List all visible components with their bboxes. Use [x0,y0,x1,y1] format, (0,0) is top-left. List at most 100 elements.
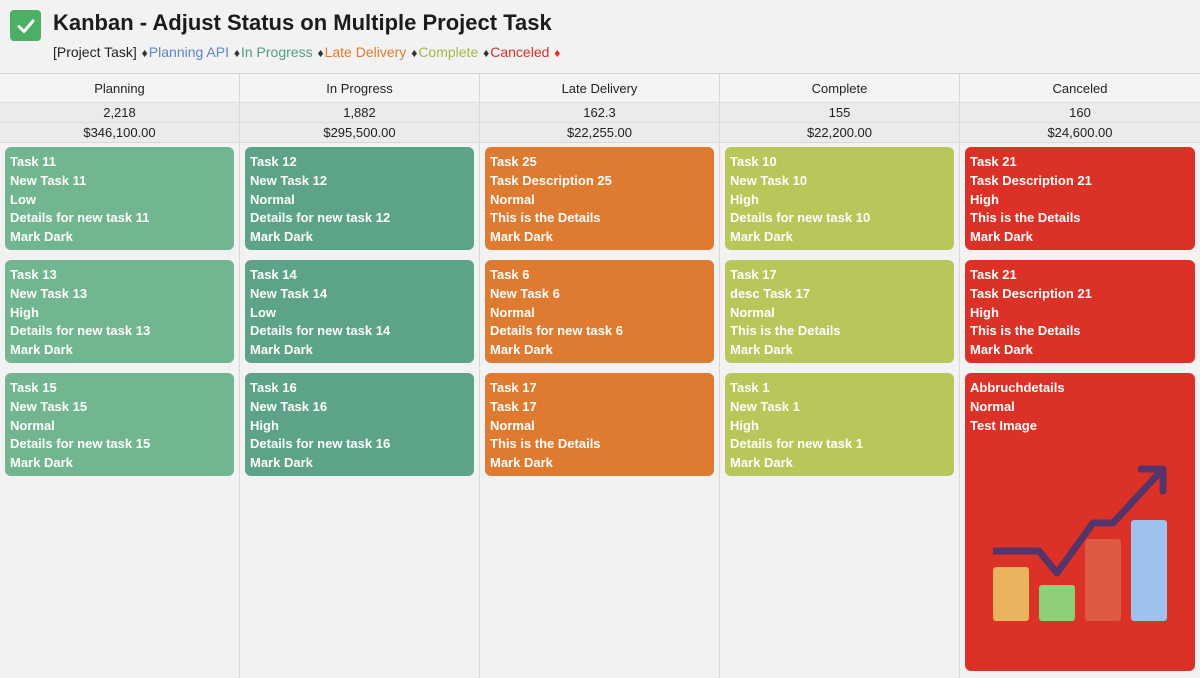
column-in-progress: In Progress 1,882 $295,500.00 Task 12 New Ta… [240,74,480,678]
card-field: Mark Dark [10,342,73,358]
card-field: New Task 11 [10,172,87,188]
legend-item-planning-api[interactable]: Planning API [148,44,229,60]
card-list: Task 12 New Task 12 Normal Details for new … [240,143,479,476]
card-field: Low [10,191,36,207]
card-field: Test Image [970,417,1037,433]
card-list: Task 10 New Task 10 High Details for new ta… [720,143,959,476]
legend-item-complete[interactable]: Complete [418,44,479,60]
task-card[interactable]: Task 10 New Task 10 High Details for new ta… [725,147,954,250]
card-field: Abbruchdetails [970,380,1065,395]
card-field: New Task 16 [250,398,328,414]
column-count: 2,218 [0,102,239,123]
card-field: Task 1 [730,380,770,395]
column-amount: $346,100.00 [0,123,239,143]
card-field: High [730,417,759,433]
column-complete: Complete 155 $22,200.00 Task 10 New Task 10 H… [720,74,960,678]
task-card[interactable]: Task 16 New Task 16 High Details for new ta… [245,373,474,476]
task-card[interactable]: Task 17 Task 17 Normal This is the Details M… [485,373,714,476]
card-field: High [10,304,39,320]
card-field: Mark Dark [490,229,553,245]
card-field: Normal [10,417,55,433]
card-field: Task 12 [250,154,297,169]
card-list: Task 21 Task Description 21 High This is th… [960,143,1200,671]
card-field: Mark Dark [730,229,793,245]
column-header[interactable]: Planning [0,74,239,102]
card-field: New Task 14 [250,285,328,301]
card-field: New Task 6 [490,285,560,301]
kanban-board: Planning 2,218 $346,100.00 Task 11 New Task … [0,74,1200,678]
task-card[interactable]: Abbruchdetails Normal Test Image [965,373,1195,671]
card-field: Normal [490,191,535,207]
card-field: Normal [730,304,775,320]
task-card[interactable]: Task 12 New Task 12 Normal Details for new … [245,147,474,250]
task-card[interactable]: Task 25 Task Description 25 Normal This is … [485,147,714,250]
card-field: Task 25 [490,154,537,169]
page-header: Kanban - Adjust Status on Multiple Proje… [0,0,1200,74]
card-field: Mark Dark [730,455,793,471]
card-field: Task Description 21 [970,285,1092,301]
card-field: Mark Dark [10,229,73,245]
column-canceled: Canceled 160 $24,600.00 Task 21 Task Descrip… [960,74,1200,678]
legend-item-canceled[interactable]: Canceled [490,44,550,60]
diamond-separator-icon: ♦ [233,46,240,60]
card-field: Task 21 [970,154,1017,169]
task-card[interactable]: Task 13 New Task 13 High Details for new ta… [5,260,234,363]
card-field: This is the Details [970,323,1081,339]
column-count: 155 [720,102,959,123]
card-field: This is the Details [970,210,1081,226]
card-field: Details for new task 16 [250,436,391,452]
card-field: New Task 1 [730,398,800,414]
column-amount: $295,500.00 [240,123,479,143]
task-card[interactable]: Task 21 Task Description 21 High This is th… [965,147,1195,250]
column-count: 160 [960,102,1200,123]
card-field: Details for new task 11 [10,210,150,226]
column-header[interactable]: Canceled [960,74,1200,102]
card-field: Mark Dark [970,229,1033,245]
task-card[interactable]: Task 11 New Task 11 Low Details for new tas… [5,147,234,250]
column-header[interactable]: Late Delivery [480,74,719,102]
column-amount: $22,200.00 [720,123,959,143]
card-field: Details for new task 6 [490,323,623,339]
column-header[interactable]: In Progress [240,74,479,102]
column-late-delivery: Late Delivery 162.3 $22,255.00 Task 25 Task … [480,74,720,678]
card-field: Task 10 [730,154,777,169]
column-amount: $24,600.00 [960,123,1200,143]
task-card[interactable]: Task 15 New Task 15 Normal Details for new … [5,373,234,476]
card-field: Details for new task 12 [250,210,391,226]
column-count: 1,882 [240,102,479,123]
card-field: Mark Dark [730,342,793,358]
card-field: Mark Dark [250,455,313,471]
card-field: Normal [250,191,295,207]
card-field: Mark Dark [970,342,1033,358]
card-field: Details for new task 15 [10,436,151,452]
card-field: New Task 12 [250,172,328,188]
card-field: desc Task 17 [730,285,810,301]
card-field: Mark Dark [490,455,553,471]
diamond-separator-icon: ♦ [411,46,418,60]
column-header[interactable]: Complete [720,74,959,102]
card-field: This is the Details [490,210,601,226]
card-field: Task 15 [10,380,57,395]
legend-item-in-progress[interactable]: In Progress [240,44,313,60]
card-field: This is the Details [490,436,601,452]
card-field: Task Description 25 [490,172,612,188]
task-card[interactable]: Task 14 New Task 14 Low Details for new tas… [245,260,474,363]
task-card[interactable]: Task 21 Task Description 21 High This is th… [965,260,1195,363]
column-count: 162.3 [480,102,719,123]
card-field: Task 17 [490,380,537,395]
legend-prefix: [Project Task] [53,44,137,60]
card-field: Task Description 21 [970,172,1092,188]
legend-item-late-delivery[interactable]: Late Delivery [324,44,407,60]
card-field: Task 17 [730,267,777,282]
card-field: Mark Dark [490,342,553,358]
column-amount: $22,255.00 [480,123,719,143]
diamond-separator-icon: ♦ [554,46,561,60]
card-field: Mark Dark [250,342,313,358]
card-field: High [730,191,759,207]
growth-chart-image [991,465,1173,625]
task-card[interactable]: Task 1 New Task 1 High Details for new task… [725,373,954,476]
task-card[interactable]: Task 6 New Task 6 Normal Details for new ta… [485,260,714,363]
card-field: Task 16 [250,380,297,395]
task-card[interactable]: Task 17 desc Task 17 Normal This is the Det… [725,260,954,363]
checkmark-icon [10,10,41,41]
